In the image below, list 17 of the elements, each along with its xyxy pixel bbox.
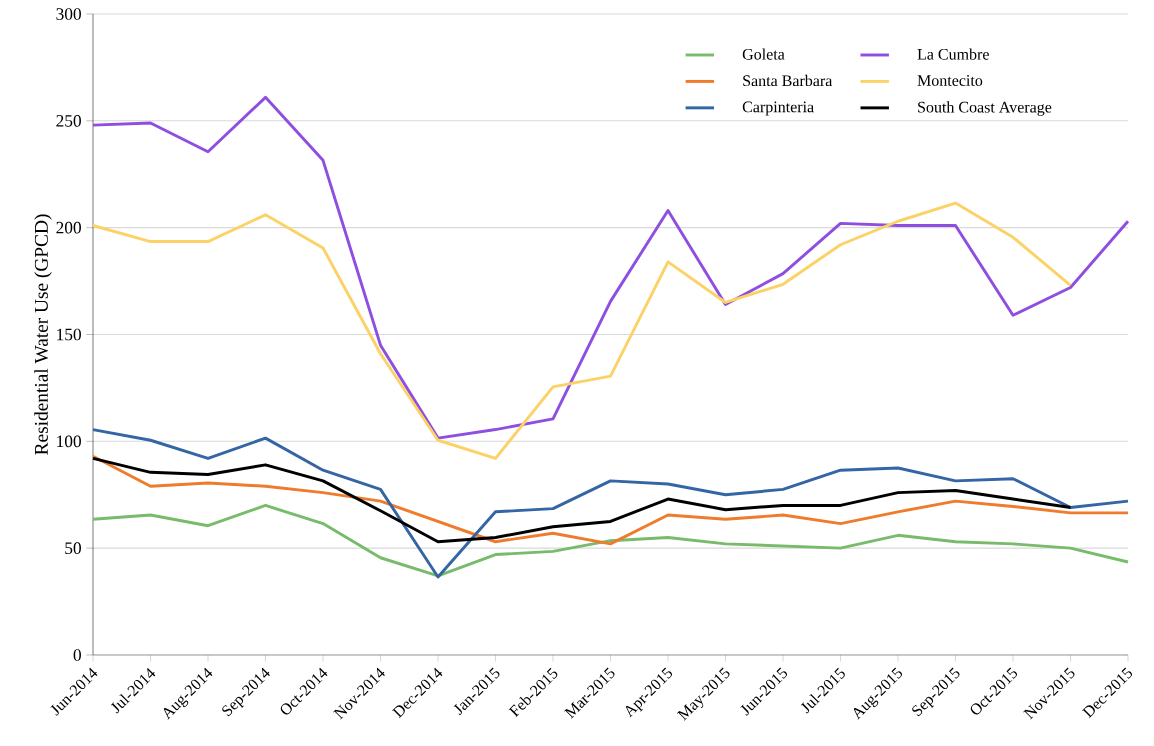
line-series xyxy=(91,95,1130,440)
legend-label: Santa Barbara xyxy=(743,74,833,87)
line-series xyxy=(91,428,1130,579)
y-tick-label: 150 xyxy=(57,328,81,341)
legend-label: Montecito xyxy=(917,75,983,86)
y-tick-label: 50 xyxy=(65,542,81,554)
line-series xyxy=(91,201,1072,460)
legend-label: Goleta xyxy=(742,48,785,60)
y-axis-title: Residential Water Use (GPCD) xyxy=(34,214,52,455)
y-tick-label: 0 xyxy=(73,649,81,661)
y-tick-label: 300 xyxy=(56,8,81,20)
y-tick-label: 100 xyxy=(57,435,81,448)
legend-label: La Cumbre xyxy=(917,48,989,60)
y-tick-label: 200 xyxy=(56,221,81,234)
y-tick-label: 250 xyxy=(56,114,81,127)
legend-label: South Coast Average xyxy=(918,101,1052,116)
legend-label: Carpinteria xyxy=(742,101,814,116)
